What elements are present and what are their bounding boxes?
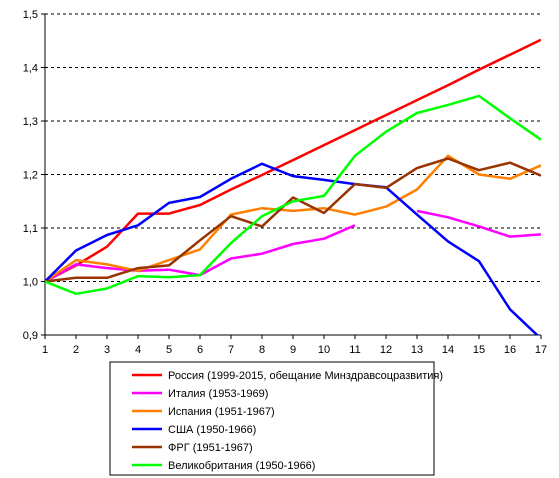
x-tick-label: 14 (442, 344, 454, 356)
y-tick-label: 1,2 (23, 170, 38, 182)
series-line-4 (45, 162, 539, 335)
y-tick-label: 0,9 (23, 330, 38, 342)
x-tick-label: 15 (473, 344, 485, 356)
y-tick-label: 1,1 (23, 223, 38, 235)
legend-box (109, 361, 435, 476)
x-tick-label: 6 (197, 344, 203, 356)
y-tick-label: 1,0 (23, 277, 38, 289)
legend-label: Италия (1953-1969) (168, 388, 268, 400)
x-tick-label: 5 (166, 344, 172, 356)
x-tick-label: 3 (104, 344, 110, 356)
y-tick-label: 1,3 (23, 116, 38, 128)
x-tick-label: 11 (349, 344, 360, 356)
x-tick-label: 7 (228, 344, 234, 356)
legend-label: Россия (1999-2015, обещание Минздравсоцр… (168, 370, 443, 382)
x-tick-label: 13 (411, 344, 423, 356)
x-tick-label: 16 (504, 344, 516, 356)
legend: Россия (1999-2015, обещание Минздравсоцр… (109, 361, 443, 476)
series-lines (45, 38, 541, 335)
series-line-2 (45, 209, 541, 283)
series-line-6 (45, 94, 541, 296)
x-tick-label: 17 (535, 344, 547, 356)
series-line-5 (45, 157, 541, 283)
x-tick-label: 2 (73, 344, 79, 356)
x-tick-label: 1 (42, 344, 48, 356)
x-tick-label: 8 (259, 344, 265, 356)
legend-label: США (1950-1966) (168, 424, 256, 436)
legend-label: ФРГ (1951-1967) (168, 442, 253, 454)
x-tick-label: 12 (380, 344, 392, 356)
y-tick-labels: 0,9 1,0 1,1 1,2 1,3 1,4 1,5 (23, 9, 38, 342)
x-tick-label: 9 (290, 344, 296, 356)
x-tick-label: 4 (135, 344, 141, 356)
x-tick-labels: 1 2 3 4 5 6 7 8 9 10 11 12 13 14 15 16 17 (42, 344, 547, 356)
series-line-1 (45, 38, 541, 283)
x-tick-label: 10 (318, 344, 330, 356)
legend-label: Великобритания (1950-1966) (168, 460, 315, 472)
y-tick-label: 1,4 (23, 63, 38, 75)
grid-lines (41, 13, 542, 339)
y-tick-label: 1,5 (23, 9, 38, 21)
legend-label: Испания (1951-1967) (168, 406, 275, 418)
legend-items: Россия (1999-2015, обещание Минздравсоцр… (132, 370, 443, 472)
